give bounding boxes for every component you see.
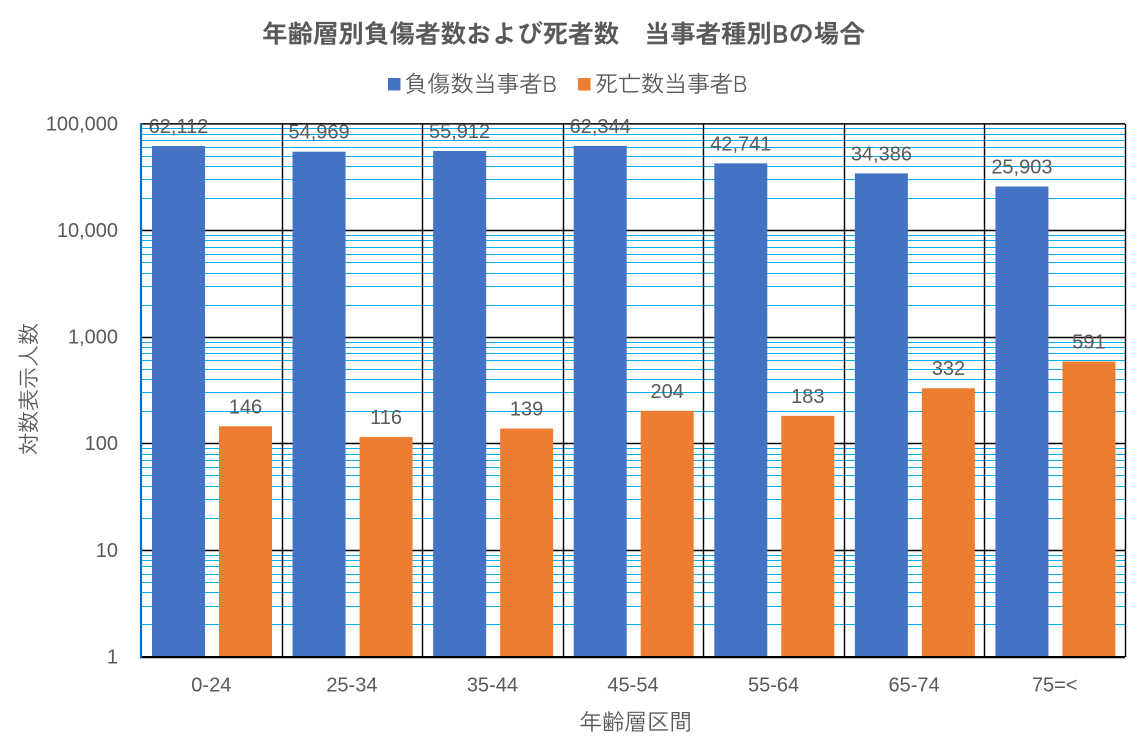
svg-text:65-74: 65-74 [889,675,940,697]
svg-text:62,112: 62,112 [149,116,209,138]
svg-text:75=<: 75=< [1032,675,1078,697]
svg-text:591: 591 [1072,332,1105,354]
svg-text:0-24: 0-24 [191,675,231,697]
svg-text:183: 183 [791,386,824,408]
svg-text:10: 10 [96,540,118,562]
svg-text:25,903: 25,903 [991,157,1052,179]
svg-text:146: 146 [229,396,262,418]
svg-text:55,912: 55,912 [429,121,490,143]
svg-text:35-44: 35-44 [467,675,518,697]
svg-text:55-64: 55-64 [748,675,799,697]
svg-text:204: 204 [651,381,684,403]
svg-text:34,386: 34,386 [851,143,912,165]
svg-text:54,969: 54,969 [289,122,350,144]
svg-text:100: 100 [85,433,118,455]
svg-text:62,344: 62,344 [570,116,631,138]
svg-text:116: 116 [370,407,402,429]
svg-text:10,000: 10,000 [57,220,118,242]
svg-text:45-54: 45-54 [607,675,658,697]
svg-text:139: 139 [510,399,543,421]
svg-text:1: 1 [107,646,118,668]
svg-text:1,000: 1,000 [68,327,118,349]
svg-text:100,000: 100,000 [46,113,118,135]
svg-text:42,741: 42,741 [710,133,771,155]
svg-text:332: 332 [932,358,965,380]
svg-text:25-34: 25-34 [326,675,377,697]
